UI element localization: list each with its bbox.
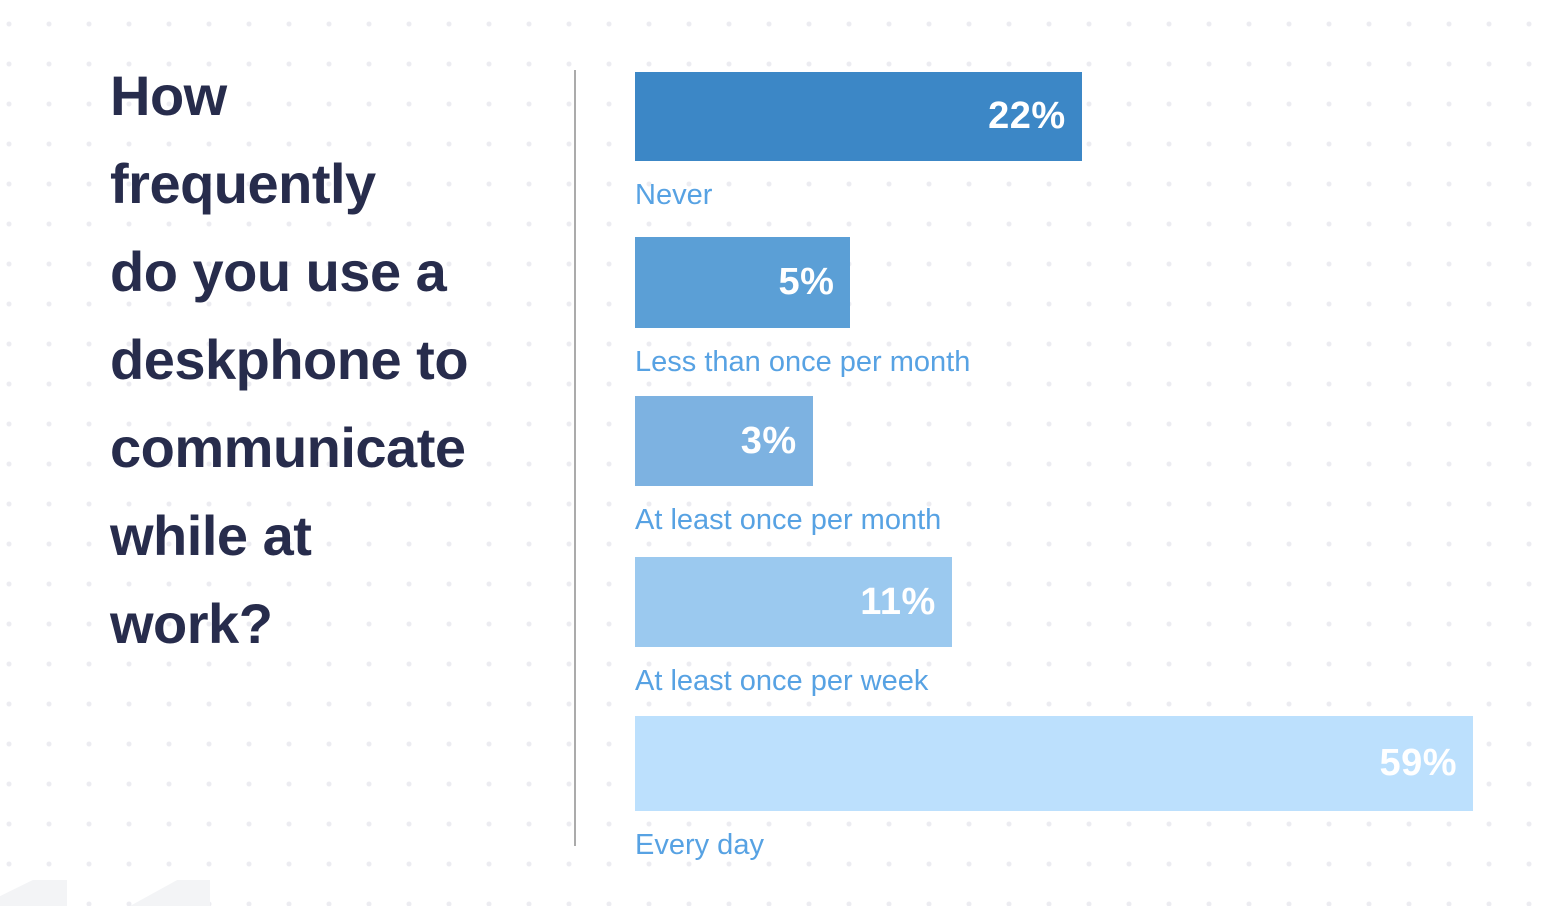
bar-category-label: At least once per month [635,504,942,536]
bar-value-label: 11% [860,580,936,623]
chart-question-title: How frequently do you use a deskphone to… [110,52,580,668]
corner-decoration-shape [130,880,210,906]
question-line: deskphone to [110,328,469,391]
bar-row: 59% Every day [635,716,1473,862]
bar: 11% [635,557,952,647]
bar-row: 22% Never [635,72,1473,212]
bar-value-label: 22% [988,95,1066,137]
bar-row: 3% At least once per month [635,396,1473,537]
question-line: do you use a [110,240,447,303]
bar-chart: 22% Never 5% Less than once per month 3%… [635,72,1473,872]
question-line: frequently [110,152,376,215]
bar: 59% [635,716,1473,811]
bar-value-label: 59% [1379,742,1457,784]
bar: 3% [635,396,813,486]
bar-value-label: 5% [778,261,835,303]
corner-decoration-shape [0,880,67,906]
bar-category-label: At least once per week [635,665,929,697]
bar: 5% [635,237,851,328]
vertical-divider [574,70,576,846]
bar-row: 5% Less than once per month [635,237,1473,379]
question-line: communicate [110,416,466,479]
bar-category-label: Every day [635,829,764,861]
question-line: work? [110,592,273,655]
bar-category-label: Less than once per month [635,346,971,378]
bar-row: 11% At least once per week [635,557,1473,698]
bar-value-label: 3% [740,419,797,462]
question-line: while at [110,504,312,567]
bar: 22% [635,72,1082,161]
question-line: How [110,64,227,127]
bar-category-label: Never [635,179,713,211]
